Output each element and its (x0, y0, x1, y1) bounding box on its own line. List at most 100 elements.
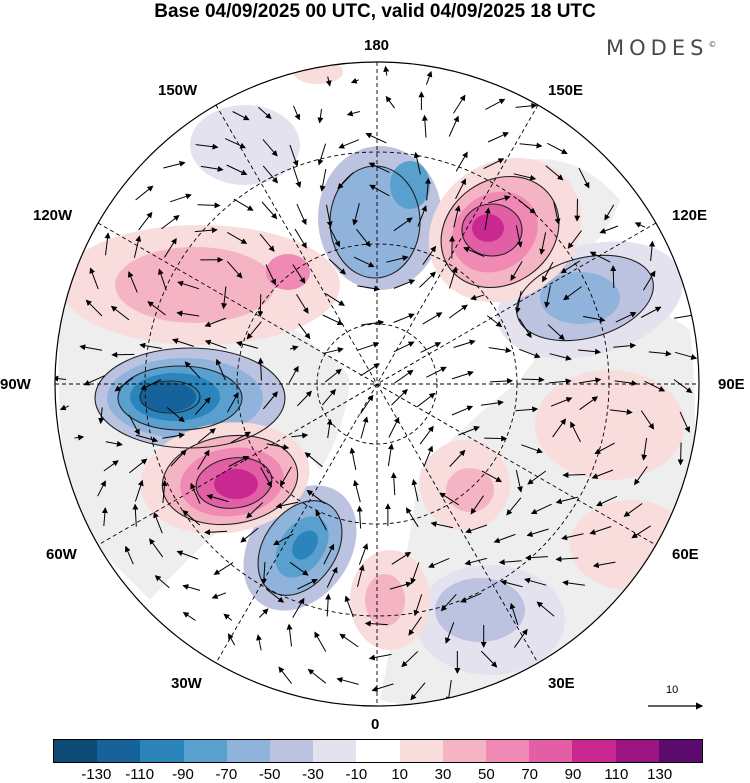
wind-vector (410, 682, 426, 701)
wind-vector (550, 397, 573, 407)
wind-vector (171, 338, 194, 347)
lon-label-120e: 120E (672, 207, 708, 224)
colorbar-label: 110 (604, 766, 629, 783)
wind-vector (513, 173, 537, 181)
wind-vector (262, 391, 278, 410)
wind-vector (176, 550, 199, 560)
wind-vector (525, 554, 548, 561)
wind-vector (206, 494, 229, 503)
wind-vector (640, 410, 655, 430)
wind-vector (426, 366, 447, 378)
wind-vector (307, 668, 327, 684)
wind-vector (127, 271, 138, 293)
wind-vector (360, 394, 374, 414)
wind-vector (349, 447, 357, 470)
wind-vector (278, 666, 292, 684)
wind-vector (517, 199, 536, 214)
wind-vector (182, 611, 196, 621)
wind-vector (261, 201, 278, 220)
wind-vector (357, 564, 365, 587)
wind-vector (542, 261, 554, 283)
wind-vector (104, 232, 111, 256)
lon-label-30w: 30W (171, 675, 202, 692)
wind-vector (465, 524, 488, 534)
wind-vector (391, 551, 412, 565)
wind-vector (483, 158, 505, 170)
wind-vector (260, 561, 267, 585)
wind-vector (589, 251, 611, 263)
wind-vector (553, 202, 561, 225)
wind-vector (506, 497, 522, 516)
wind-vector (161, 480, 168, 503)
wind-vector (578, 167, 590, 189)
wind-vector (324, 368, 342, 383)
wind-vector (105, 440, 123, 447)
wind-vector (164, 237, 177, 258)
wind-vectors (55, 65, 698, 703)
wind-vector (147, 301, 166, 316)
lon-label-90w: 90W (0, 376, 31, 393)
lon-label-90e: 90E (718, 376, 745, 393)
wind-vector (490, 377, 513, 384)
wind-vector (599, 225, 619, 234)
wind-vector (292, 165, 302, 188)
wind-vector (510, 260, 523, 281)
wind-vector (194, 227, 218, 234)
colorbar-label: -30 (302, 766, 324, 783)
wind-vector (388, 416, 400, 438)
wind-vector (322, 314, 344, 325)
wind-vector (325, 593, 332, 617)
wind-vector (291, 432, 309, 439)
wind-vector (515, 469, 523, 493)
wind-vector (552, 418, 566, 438)
colorbar-label: 30 (434, 766, 452, 783)
wind-vector (567, 230, 582, 249)
wind-vector (325, 293, 345, 306)
wind-vector (296, 203, 307, 226)
wind-vector (232, 111, 250, 121)
wind-vector (258, 608, 269, 618)
wind-vector (594, 442, 615, 454)
wind-vector (353, 479, 361, 503)
wind-vector (470, 294, 485, 301)
wind-vector (391, 388, 408, 406)
colorbar-segment (97, 740, 141, 762)
wind-vector (177, 280, 200, 290)
wind-vector (422, 245, 437, 265)
colorbar-segment (54, 740, 98, 762)
wind-vector (428, 557, 450, 568)
wind-vector (613, 342, 637, 349)
wind-vector (644, 380, 666, 392)
wind-vector (233, 198, 254, 211)
wind-vector (578, 377, 602, 384)
wind-vector (128, 414, 140, 436)
wind-vector (289, 144, 299, 167)
wind-vector (631, 525, 651, 539)
wind-vector (515, 225, 523, 248)
wind-vector (182, 584, 201, 591)
wind-vector (425, 177, 432, 201)
wind-vector (323, 543, 335, 565)
wind-vector (365, 132, 387, 144)
wind-vector (679, 411, 690, 433)
positive-anomaly-north-pacific (60, 225, 340, 345)
colorbar-label: -90 (172, 766, 194, 783)
wind-vector (227, 231, 248, 244)
wind-vector (360, 416, 369, 439)
wind-vector (604, 204, 615, 221)
wind-vector (298, 323, 311, 340)
wind-vector (596, 495, 618, 507)
wind-vector (326, 566, 338, 588)
wind-vector (405, 507, 419, 528)
colorbar-segment (226, 740, 271, 762)
polar-map (54, 61, 704, 710)
colorbar-segment (356, 740, 400, 762)
wind-vector (453, 339, 476, 348)
wind-vector (158, 268, 167, 291)
wind-vector (371, 683, 394, 692)
wind-vector (527, 470, 547, 485)
wind-vector (560, 260, 581, 274)
wind-vector (257, 357, 264, 381)
lon-label-60w: 60W (46, 546, 77, 563)
wind-vector (286, 623, 293, 647)
